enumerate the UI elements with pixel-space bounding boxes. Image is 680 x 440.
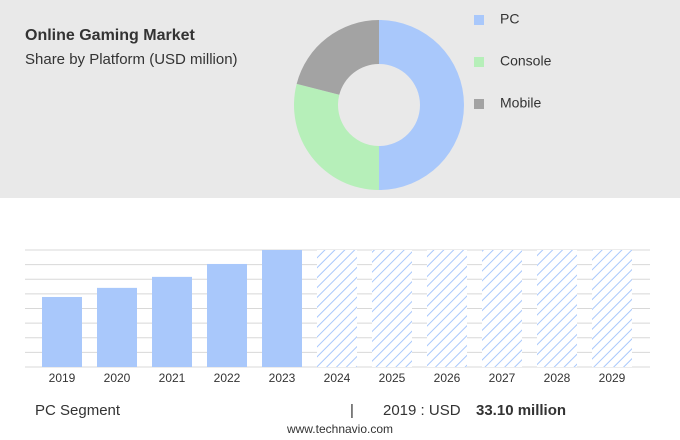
chart-subtitle: Share by Platform (USD million) [25, 51, 238, 68]
donut-segment [379, 20, 464, 190]
x-tick-label: 2029 [599, 371, 626, 385]
x-tick-label: 2019 [49, 371, 76, 385]
x-tick-label: 2020 [104, 371, 131, 385]
legend-swatch [474, 15, 484, 25]
highlight-label: 2019 : USD [383, 402, 461, 419]
x-tick-label: 2025 [379, 371, 406, 385]
bar [97, 287, 137, 367]
legend-label: PC [500, 11, 519, 27]
bar [152, 276, 192, 367]
forecast-placeholder [317, 250, 357, 367]
forecast-placeholder [427, 250, 467, 367]
x-tick-label: 2024 [324, 371, 351, 385]
forecast-placeholder [372, 250, 412, 367]
highlight-value: 33.10 million [476, 402, 566, 419]
forecast-placeholder [592, 250, 632, 367]
legend-swatch [474, 57, 484, 67]
bar [262, 250, 302, 367]
forecast-placeholder [537, 250, 577, 367]
donut-segment [294, 83, 379, 190]
x-tick-label: 2027 [489, 371, 516, 385]
separator: | [350, 402, 354, 419]
chart-title: Online Gaming Market [25, 27, 195, 44]
bar [207, 263, 247, 367]
x-tick-label: 2021 [159, 371, 186, 385]
source: www.technavio.com [286, 422, 393, 436]
legend-swatch [474, 99, 484, 109]
donut-segment [296, 20, 379, 95]
legend-label: Console [500, 53, 552, 69]
segment-label: PC Segment [35, 402, 121, 419]
forecast-placeholder [482, 250, 522, 367]
bar [42, 296, 82, 367]
legend-label: Mobile [500, 95, 541, 111]
x-tick-label: 2028 [544, 371, 571, 385]
x-tick-label: 2026 [434, 371, 461, 385]
x-tick-label: 2023 [269, 371, 296, 385]
x-tick-label: 2022 [214, 371, 241, 385]
